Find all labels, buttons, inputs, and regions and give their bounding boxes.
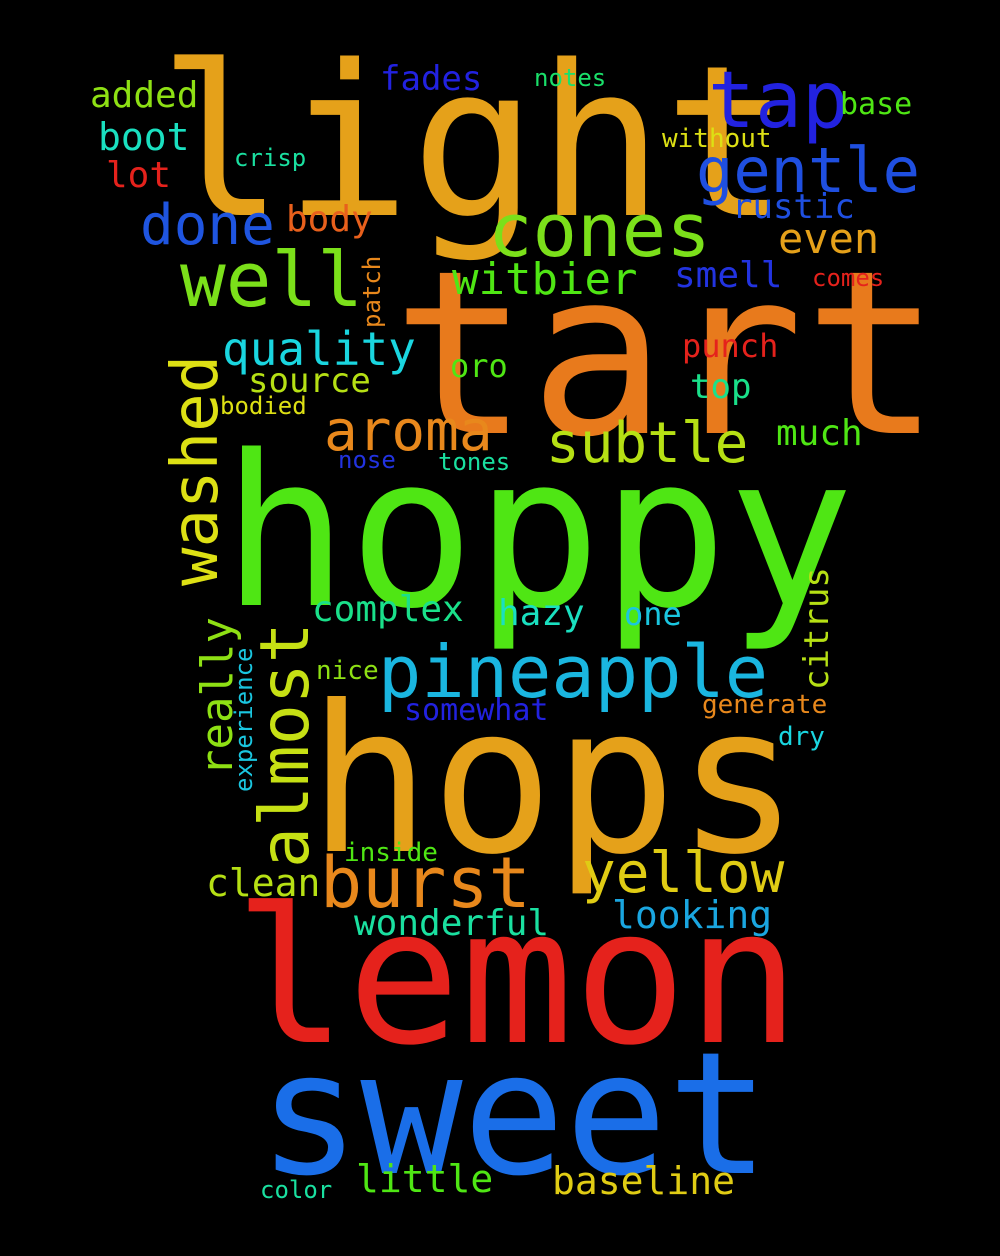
word-boot: boot	[98, 115, 190, 159]
word-wonderful: wonderful	[354, 903, 550, 944]
word-baseline: baseline	[552, 1159, 736, 1203]
word-bodied: bodied	[220, 392, 307, 420]
word-aroma: aroma	[324, 399, 493, 464]
word-lemon: lemon	[234, 868, 800, 1087]
word-citrus: citrus	[797, 567, 837, 690]
word-notes: notes	[534, 64, 607, 92]
word-complex: complex	[312, 589, 464, 630]
word-color: color	[260, 1176, 333, 1204]
word-added: added	[90, 75, 199, 116]
word-little: little	[356, 1157, 494, 1201]
word-witbier: witbier	[452, 254, 638, 305]
word-somewhat: somewhat	[404, 693, 549, 728]
word-even: even	[778, 214, 880, 263]
word-pineapple: pineapple	[378, 630, 769, 714]
word-tap: tap	[708, 56, 849, 146]
word-tones: tones	[438, 448, 511, 476]
word-almost: almost	[246, 622, 325, 868]
word-hoppy: hoppy	[222, 410, 855, 655]
word-gentle: gentle	[696, 134, 920, 207]
word-one: one	[624, 595, 682, 633]
word-base: base	[840, 87, 913, 122]
word-yellow: yellow	[582, 841, 785, 906]
word-light: light	[158, 20, 791, 265]
word-looking: looking	[612, 893, 773, 937]
word-dry: dry	[778, 722, 825, 752]
word-source: source	[248, 361, 371, 401]
word-patch: patch	[358, 255, 386, 328]
word-rustic: rustic	[732, 187, 855, 227]
word-comes: comes	[812, 264, 885, 292]
word-subtle: subtle	[546, 411, 749, 476]
word-sweet: sweet	[258, 1016, 770, 1214]
word-crisp: crisp	[234, 144, 307, 172]
word-nice: nice	[316, 656, 379, 686]
word-experience: experience	[230, 647, 258, 793]
word-clean: clean	[206, 861, 321, 905]
word-nose: nose	[338, 446, 396, 474]
word-inside: inside	[344, 838, 438, 868]
word-hops: hops	[308, 663, 800, 900]
word-done: done	[140, 193, 275, 258]
word-tart: tart	[392, 221, 942, 487]
word-smell: smell	[674, 255, 783, 296]
word-burst: burst	[320, 842, 531, 924]
word-well: well	[180, 235, 364, 324]
word-punch: punch	[682, 327, 779, 365]
word-quality: quality	[222, 322, 416, 376]
word-oro: oro	[450, 347, 508, 385]
word-fades: fades	[380, 59, 483, 99]
word-cones: cones	[488, 188, 711, 274]
word-generate: generate	[702, 690, 828, 720]
word-hazy: hazy	[498, 593, 585, 634]
word-washed: washed	[159, 354, 233, 586]
word-lot: lot	[106, 155, 172, 196]
word-top: top	[690, 367, 752, 407]
word-body: body	[286, 199, 373, 240]
word-without: without	[662, 124, 772, 154]
word-much: much	[776, 413, 863, 454]
